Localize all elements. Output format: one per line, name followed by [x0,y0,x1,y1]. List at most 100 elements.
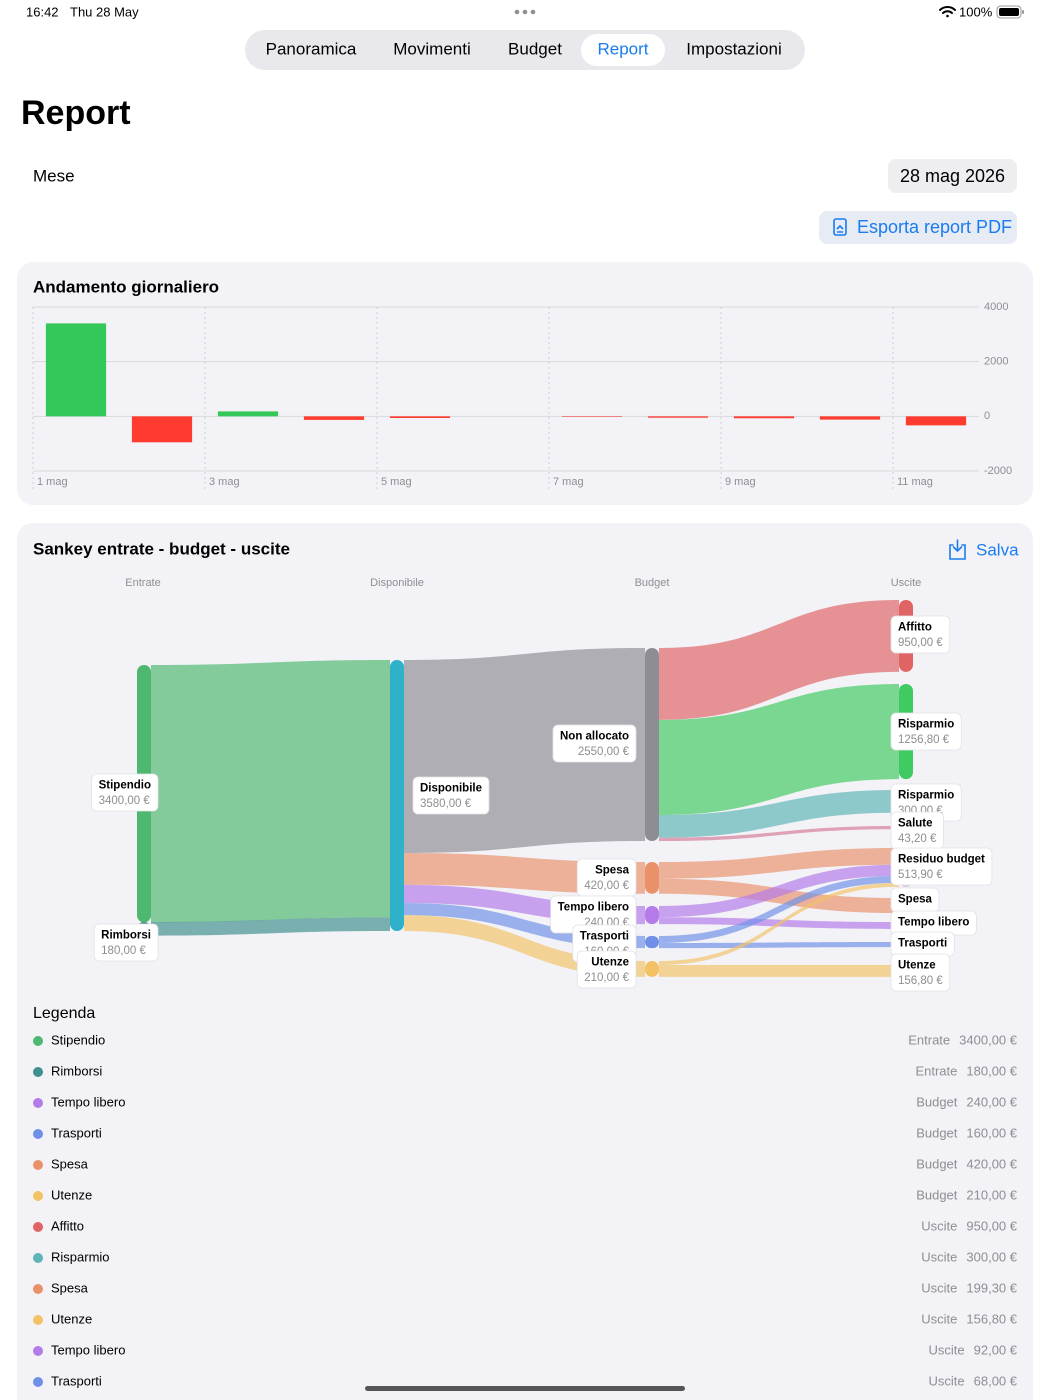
legend-group: Budget [916,1125,958,1140]
bar [905,416,967,426]
tab[interactable]: Movimenti [393,39,470,58]
node-name: Trasporti [898,938,947,950]
legend-name: Spesa [51,1280,89,1295]
legend-name: Utenze [51,1187,92,1202]
legend-dot [33,1067,43,1077]
tab-bar [245,30,805,70]
legend-amount: 950,00 € [966,1218,1017,1233]
sankey-link [659,864,899,918]
column-header: Uscite [891,577,922,589]
multitask-dots[interactable] [514,9,536,15]
label-box [890,712,962,751]
legend-group: Budget [916,1156,958,1171]
legend-name: Trasporti [51,1373,102,1388]
legend-dot [33,1129,43,1139]
legend-name: Tempo libero [51,1094,125,1109]
sankey-link [659,965,899,977]
bar [733,416,795,419]
status-date: Thu 28 May [70,4,139,19]
legend-dot [33,1253,43,1263]
column-header: Budget [635,577,670,589]
bar [131,416,193,443]
node-label: Utenze 210,00 € [576,950,637,989]
node-name: Rimborsi [101,930,151,942]
node-label: Spesa [890,887,940,913]
node-name: Risparmio [898,719,954,731]
legend-name: Tempo libero [51,1342,125,1357]
legend-amount: 92,00 € [974,1342,1018,1357]
node-value: 210,00 € [584,972,629,984]
node-label: Trasporti [890,931,955,957]
node-name: Spesa [595,865,629,877]
export-button[interactable] [819,211,1017,244]
legend-name: Rimborsi [51,1063,102,1078]
page-title: Report [21,94,131,132]
legend-dot [33,1098,43,1108]
date-picker[interactable] [888,159,1017,193]
node-label: Risparmio 1256,80 € [890,712,962,751]
legend-name: Risparmio [51,1249,110,1264]
label-box [412,776,490,815]
legend-name: Affitto [51,1218,84,1233]
tab[interactable]: Report [597,39,648,58]
node-value: 2550,00 € [578,746,630,758]
sankey-link [659,790,899,838]
legend-group: Uscite [921,1311,957,1326]
export-label[interactable]: Esporta report PDF [857,217,1012,237]
x-tick-label: 3 mag [209,476,240,488]
node-value: 3580,00 € [420,798,472,810]
x-tick-label: 1 mag [37,476,68,488]
node-label: Spesa 420,00 € [576,858,637,897]
legend-dot [33,1160,43,1170]
legend-group: Uscite [921,1280,957,1295]
sankey-node [645,862,659,894]
tab[interactable]: Impostazioni [686,39,781,58]
legend-name: Spesa [51,1156,89,1171]
legend-dot [33,1036,43,1046]
bar [647,416,709,418]
y-tick-label: 0 [984,410,990,422]
node-value: 156,80 € [898,975,943,987]
node-label: Rimborsi 180,00 € [93,923,159,962]
tab[interactable]: Budget [508,39,562,58]
charts: Andamento giornaliero 4000 2000 0 -2000 1 mag… [32,277,1019,1388]
sankey-link [151,660,390,923]
tab[interactable]: Panoramica [266,39,357,58]
y-tick-label: -2000 [984,465,1012,477]
bar [561,416,623,417]
node-name: Non allocato [560,731,629,743]
node-name: Risparmio [898,790,954,802]
label-box [890,953,951,992]
legend-name: Utenze [51,1311,92,1326]
legend-amount: 240,00 € [966,1094,1017,1109]
legend-amount: 160,00 € [966,1125,1017,1140]
legend-group: Budget [916,1187,958,1202]
bar [819,416,881,420]
node-name: Disponibile [420,783,482,795]
node-label: Tempo libero [890,910,977,936]
label-box [890,615,951,654]
date-value[interactable]: 28 mag 2026 [900,166,1005,186]
sankey-link [659,826,899,842]
legend-dot [33,1191,43,1201]
wifi-icon [939,6,956,18]
battery-percent: 100% [959,4,993,19]
node-name: Utenze [898,960,936,972]
node-name: Spesa [898,894,932,906]
column-header: Entrate [125,577,160,589]
legend-amount: 300,00 € [966,1249,1017,1264]
legend-name: Stipendio [51,1032,105,1047]
save-label[interactable]: Salva [976,540,1019,559]
legend-group: Uscite [921,1249,957,1264]
node-name: Trasporti [580,931,629,943]
save-icon[interactable] [949,539,966,560]
status-time: 16:42 [26,4,59,19]
sankey-node [645,936,659,949]
battery-icon [996,5,1024,19]
tab-selected-bg [581,34,665,66]
x-tick-label: 11 mag [897,476,933,488]
legend-amount: 156,80 € [966,1311,1017,1326]
legend-amount: 199,30 € [966,1280,1017,1295]
sankey-link [659,848,899,879]
